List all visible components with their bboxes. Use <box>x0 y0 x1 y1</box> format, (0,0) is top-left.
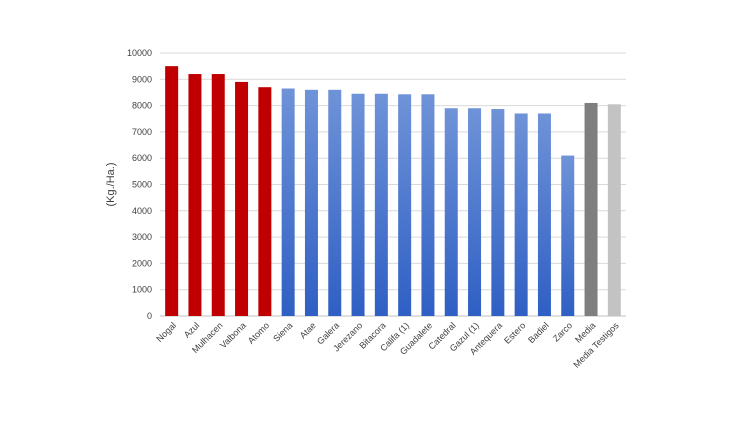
y-tick-label: 7000 <box>132 127 152 137</box>
bar-atomo <box>258 87 272 316</box>
bar-media <box>584 102 598 316</box>
x-tick-label: Estero <box>502 320 527 345</box>
gridlines <box>160 52 626 317</box>
bars <box>165 66 621 317</box>
bar-media-testigos <box>607 104 621 316</box>
y-tick-label: 1000 <box>132 285 152 295</box>
bar-bitacora <box>374 93 388 316</box>
y-tick-label: 6000 <box>132 153 152 163</box>
bar-badiel <box>537 113 551 317</box>
y-tick-label: 10000 <box>127 48 152 58</box>
x-tick-label: Nogal <box>154 320 178 344</box>
bar-zarco <box>561 155 575 316</box>
bar-galera <box>328 89 342 316</box>
bar-catedral <box>444 108 458 316</box>
x-tick-label: Azul <box>182 320 201 339</box>
y-tick-label: 3000 <box>132 232 152 242</box>
x-tick-label: Badiel <box>526 320 551 345</box>
bar-jerezano <box>351 93 365 316</box>
y-tick-label: 8000 <box>132 101 152 111</box>
x-tick-label: Valbona <box>218 320 248 350</box>
x-tick-label: Siena <box>271 320 294 343</box>
x-tick-label: Zarco <box>551 320 574 343</box>
y-tick-label: 0 <box>147 311 152 321</box>
bar-atae <box>304 89 318 316</box>
y-tick-label: 2000 <box>132 258 152 268</box>
x-tick-label: Atomo <box>246 320 271 345</box>
bar-gazul-1 <box>468 108 482 316</box>
y-axis-ticks: 0 1000 2000 3000 4000 5000 6000 7000 8000 9000 100… <box>127 48 152 321</box>
bar-antequera <box>491 109 505 316</box>
bar-siena <box>281 88 295 316</box>
bar-estero <box>514 113 528 317</box>
y-tick-label: 4000 <box>132 206 152 216</box>
y-tick-label: 9000 <box>132 74 152 84</box>
bar-mulhacen <box>211 74 225 316</box>
x-tick-label: Atae <box>298 320 318 340</box>
bar-guadalete <box>421 94 435 316</box>
bar-valbona <box>235 81 249 317</box>
bar-azul <box>188 74 202 316</box>
bar-califa-1 <box>398 94 412 316</box>
y-tick-label: 5000 <box>132 180 152 190</box>
bar-nogal <box>165 66 179 317</box>
y-axis-label: (Kg./Ha.) <box>105 162 117 206</box>
